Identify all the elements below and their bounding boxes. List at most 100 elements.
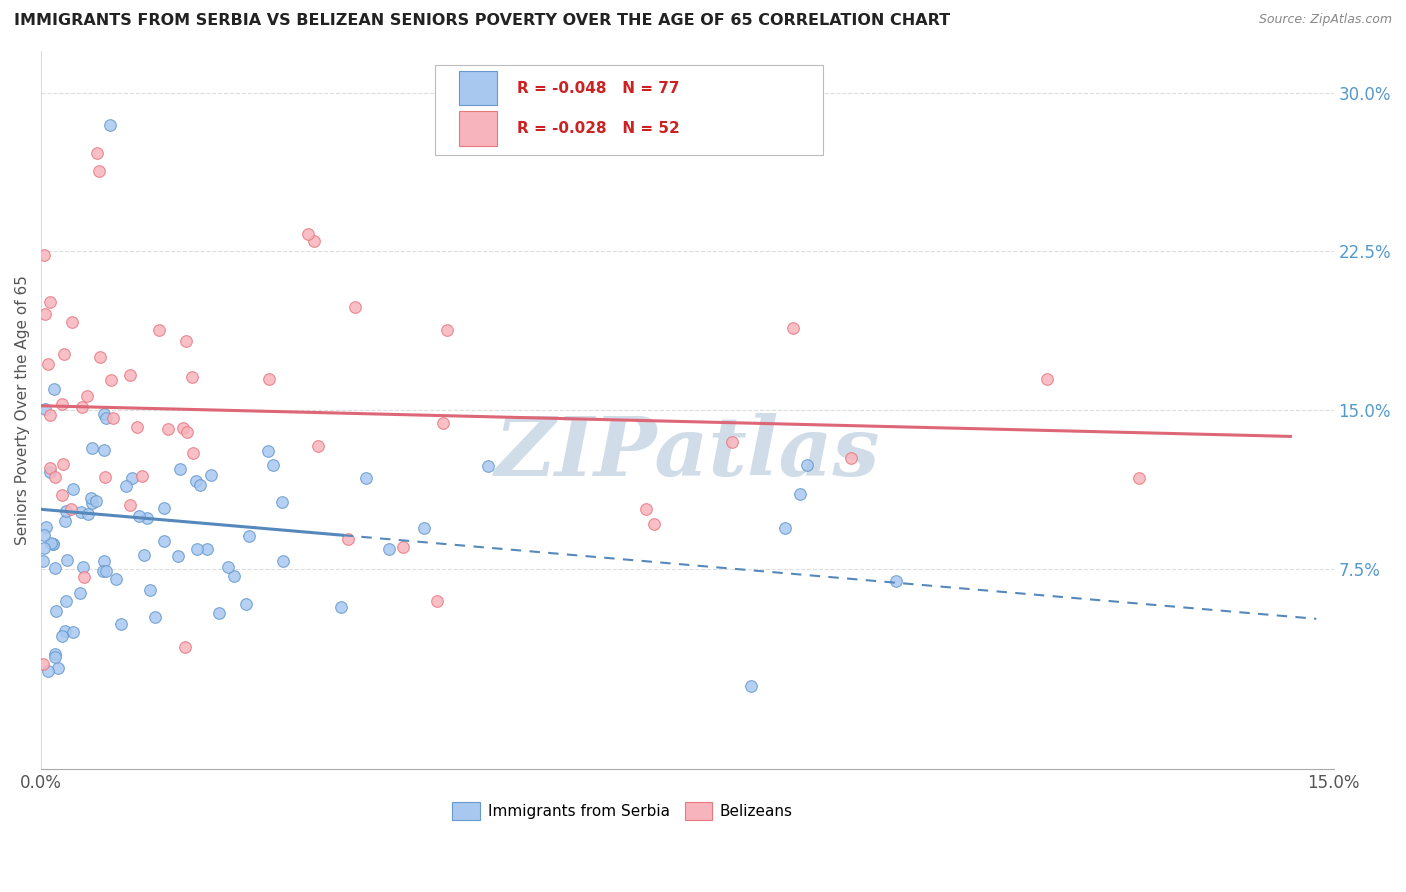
Point — [270, 495, 292, 509]
Point — [31, 657, 53, 671]
Point — [34, 307, 56, 321]
Point — [180, 370, 202, 384]
Point — [257, 371, 280, 385]
Point — [72, 559, 94, 574]
Point — [167, 549, 190, 564]
Point — [186, 541, 208, 556]
Point — [432, 416, 454, 430]
Point — [44, 647, 66, 661]
FancyBboxPatch shape — [458, 71, 498, 105]
Point — [307, 439, 329, 453]
Text: Source: ZipAtlas.com: Source: ZipAtlas.com — [1258, 13, 1392, 27]
Point — [181, 446, 204, 460]
Point — [796, 458, 818, 472]
Point — [121, 471, 143, 485]
Point — [86, 146, 108, 161]
FancyBboxPatch shape — [458, 112, 498, 146]
Point — [53, 624, 76, 638]
Point — [136, 511, 159, 525]
Legend: Immigrants from Serbia, Belizeans: Immigrants from Serbia, Belizeans — [446, 796, 799, 826]
Point — [93, 554, 115, 568]
Point — [1128, 471, 1150, 485]
Point — [188, 478, 211, 492]
Point — [139, 582, 162, 597]
Point — [156, 422, 179, 436]
Point — [51, 397, 73, 411]
Point — [152, 534, 174, 549]
Point — [93, 407, 115, 421]
Point — [37, 664, 59, 678]
Point — [174, 334, 197, 349]
Point — [208, 606, 231, 620]
Point — [377, 542, 399, 557]
Point — [176, 425, 198, 439]
Point — [42, 536, 65, 550]
Point — [392, 540, 415, 554]
Text: R = -0.048   N = 77: R = -0.048 N = 77 — [517, 81, 679, 95]
Point — [70, 401, 93, 415]
Point — [80, 491, 103, 506]
Point — [120, 498, 142, 512]
Point — [51, 629, 73, 643]
Point — [91, 564, 114, 578]
Point — [344, 301, 367, 315]
Point — [32, 248, 55, 262]
Point — [38, 295, 60, 310]
Point — [51, 488, 73, 502]
Point — [195, 541, 218, 556]
Point — [89, 350, 111, 364]
Point — [172, 421, 194, 435]
Point — [42, 536, 65, 550]
Point — [55, 504, 77, 518]
Point — [62, 624, 84, 639]
Point — [143, 609, 166, 624]
Point — [69, 586, 91, 600]
Point — [101, 411, 124, 425]
Point — [773, 521, 796, 535]
Point — [128, 508, 150, 523]
Point — [127, 419, 149, 434]
Point — [839, 450, 862, 465]
FancyBboxPatch shape — [436, 65, 823, 155]
Point — [76, 389, 98, 403]
Point — [330, 599, 353, 614]
Point — [32, 528, 55, 542]
Point — [52, 457, 75, 471]
Point — [224, 569, 246, 583]
Point — [53, 514, 76, 528]
Point — [238, 529, 260, 543]
Point — [53, 347, 76, 361]
Point — [39, 465, 62, 479]
Point — [44, 469, 66, 483]
Point — [93, 442, 115, 457]
Point — [634, 501, 657, 516]
Point — [1036, 371, 1059, 385]
Point — [77, 507, 100, 521]
Point — [477, 459, 499, 474]
Point — [782, 321, 804, 335]
Point — [100, 373, 122, 387]
Point — [34, 541, 56, 555]
Point — [643, 516, 665, 531]
Point — [59, 502, 82, 516]
Point — [217, 560, 239, 574]
Point — [115, 479, 138, 493]
Point — [82, 496, 104, 510]
Point — [132, 548, 155, 562]
Point — [174, 640, 197, 654]
Point — [38, 409, 60, 423]
Point — [118, 368, 141, 382]
Point — [297, 227, 319, 242]
Point — [45, 604, 67, 618]
Point — [38, 461, 60, 475]
Point — [354, 471, 377, 485]
Text: ZIPatlas: ZIPatlas — [495, 413, 880, 493]
Point — [256, 443, 278, 458]
Text: IMMIGRANTS FROM SERBIA VS BELIZEAN SENIORS POVERTY OVER THE AGE OF 65 CORRELATIO: IMMIGRANTS FROM SERBIA VS BELIZEAN SENIO… — [14, 13, 950, 29]
Point — [94, 470, 117, 484]
Point — [169, 462, 191, 476]
Point — [110, 617, 132, 632]
Point — [56, 553, 79, 567]
Point — [789, 487, 811, 501]
Point — [131, 469, 153, 483]
